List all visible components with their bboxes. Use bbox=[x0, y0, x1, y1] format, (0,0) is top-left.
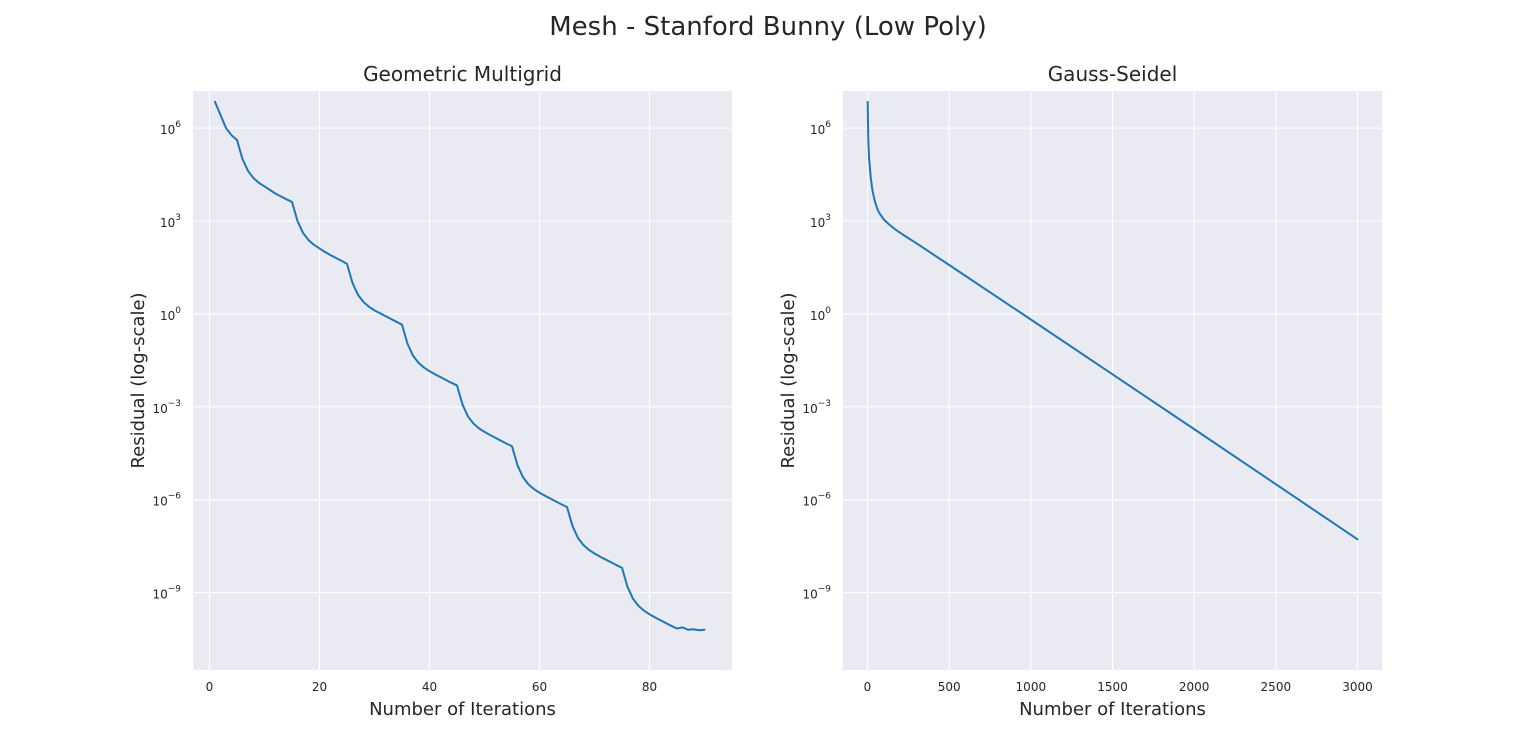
subplot-title: Geometric Multigrid bbox=[363, 62, 562, 86]
y-tick-label: 100 bbox=[810, 306, 831, 323]
x-tick-label: 2500 bbox=[1261, 680, 1292, 694]
series-layer bbox=[866, 100, 1359, 541]
y-tick-label: 10−6 bbox=[152, 492, 181, 509]
x-axis-label: Number of Iterations bbox=[369, 699, 556, 720]
x-tick-label: 80 bbox=[642, 680, 657, 694]
y-tick-label: 10−3 bbox=[152, 399, 181, 416]
residual-line bbox=[214, 100, 706, 632]
x-tick-label: 0 bbox=[864, 680, 872, 694]
x-tick-label: 2000 bbox=[1179, 680, 1210, 694]
tick-labels: 0 500 1000 1500 2000 2500 3000 106 103 100 10−3 10−… bbox=[802, 120, 1372, 694]
y-tick-label: 10−3 bbox=[802, 399, 831, 416]
y-tick-label: 103 bbox=[810, 213, 831, 230]
residual-line bbox=[866, 100, 1359, 541]
y-tick-label: 103 bbox=[160, 213, 181, 230]
y-tick-label: 106 bbox=[810, 120, 831, 137]
subplot-title: Gauss-Seidel bbox=[1048, 62, 1178, 86]
figure-title: Mesh - Stanford Bunny (Low Poly) bbox=[549, 12, 986, 42]
x-tick-label: 20 bbox=[312, 680, 327, 694]
grid-lines bbox=[843, 91, 1382, 670]
y-tick-label: 10−9 bbox=[152, 585, 181, 602]
x-tick-label: 3000 bbox=[1342, 680, 1373, 694]
x-tick-label: 60 bbox=[532, 680, 547, 694]
subplot-gauss-seidel: 0 500 1000 1500 2000 2500 3000 106 103 100 10−3 10−… bbox=[778, 62, 1382, 720]
tick-labels: 0 20 40 60 80 106 103 100 10−3 10−6 10−9 bbox=[152, 120, 657, 694]
y-tick-label: 106 bbox=[160, 120, 181, 137]
y-axis-label: Residual (log-scale) bbox=[128, 292, 149, 468]
y-tick-label: 10−6 bbox=[802, 492, 831, 509]
series-layer bbox=[214, 100, 706, 632]
y-axis-label: Residual (log-scale) bbox=[778, 292, 799, 468]
x-axis-label: Number of Iterations bbox=[1019, 699, 1206, 720]
subplot-geometric-multigrid: 0 20 40 60 80 106 103 100 10−3 10−6 10−9 Geometric… bbox=[128, 62, 732, 720]
x-tick-label: 1000 bbox=[1016, 680, 1047, 694]
x-tick-label: 40 bbox=[422, 680, 437, 694]
plot-area bbox=[193, 91, 732, 670]
y-tick-label: 10−9 bbox=[802, 585, 831, 602]
x-tick-label: 500 bbox=[938, 680, 961, 694]
x-tick-label: 0 bbox=[206, 680, 214, 694]
x-tick-label: 1500 bbox=[1097, 680, 1128, 694]
y-tick-label: 100 bbox=[160, 306, 181, 323]
